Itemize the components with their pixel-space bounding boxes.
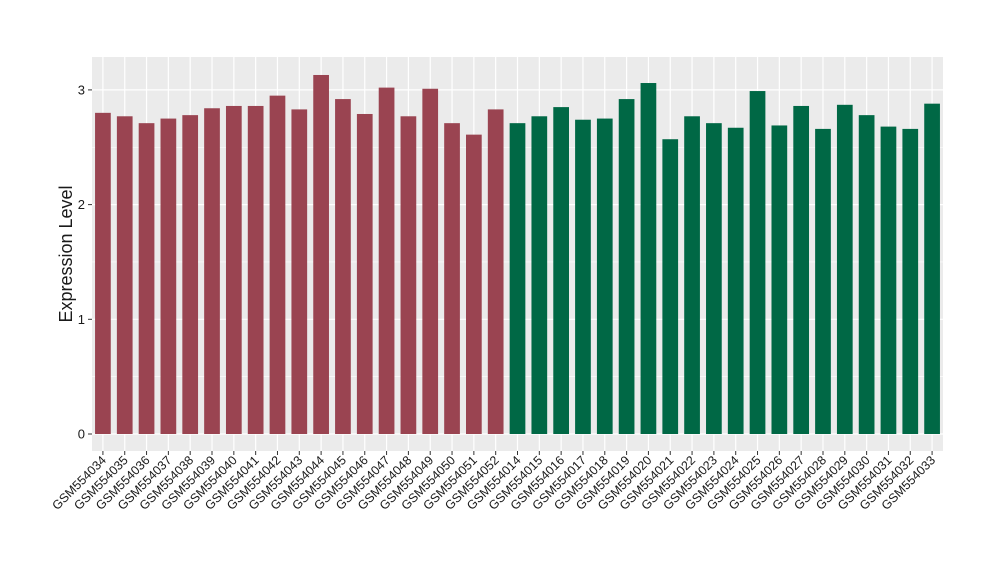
- bar-GSM554021: [662, 139, 679, 434]
- bar-GSM554019: [618, 99, 635, 435]
- bar-GSM554032: [902, 128, 919, 434]
- bar-GSM554025: [749, 91, 766, 434]
- bar-GSM554041: [247, 105, 264, 434]
- bar-GSM554031: [880, 126, 897, 434]
- y-tick-label: 3: [78, 82, 85, 97]
- bar-GSM554016: [553, 107, 569, 434]
- bars: [95, 74, 940, 435]
- bar-GSM554035: [116, 116, 133, 434]
- bar-GSM554037: [160, 118, 177, 434]
- y-axis-label: Expression Level: [56, 185, 76, 322]
- bar-GSM554015: [531, 116, 548, 434]
- bar-GSM554029: [836, 104, 853, 434]
- bar-GSM554014: [509, 123, 526, 435]
- bar-GSM554050: [444, 123, 460, 435]
- bar-GSM554040: [225, 105, 242, 434]
- bar-GSM554038: [182, 115, 199, 434]
- bar-GSM554018: [596, 118, 613, 434]
- bar-GSM554020: [640, 83, 657, 434]
- bar-GSM554030: [858, 115, 875, 434]
- y-tick-label: 2: [78, 197, 85, 212]
- bar-GSM554044: [313, 74, 329, 434]
- bar-GSM554033: [924, 103, 940, 434]
- bar-GSM554027: [793, 105, 810, 434]
- bar-GSM554024: [727, 127, 744, 434]
- bar-GSM554028: [815, 128, 831, 434]
- bar-GSM554022: [684, 116, 700, 434]
- bar-GSM554039: [204, 108, 220, 434]
- bar-GSM554048: [400, 116, 417, 434]
- y-tick-label: 1: [78, 312, 85, 327]
- bar-GSM554043: [291, 109, 308, 435]
- bar-GSM554026: [771, 125, 788, 434]
- bar-GSM554052: [487, 109, 504, 435]
- bar-GSM554023: [706, 123, 722, 435]
- bar-GSM554047: [378, 87, 395, 434]
- bar-GSM554046: [356, 113, 373, 434]
- y-axis: 0 1 2 3: [78, 82, 92, 442]
- bar-GSM554017: [575, 119, 591, 435]
- bar-GSM554036: [138, 123, 155, 435]
- y-tick-label: 0: [78, 427, 85, 442]
- bar-GSM554049: [422, 88, 439, 435]
- bar-GSM554034: [95, 112, 111, 434]
- bar-GSM554045: [335, 99, 351, 435]
- bar-GSM554051: [466, 134, 482, 434]
- x-axis: GSM554034GSM554035GSM554036GSM554037GSM5…: [50, 451, 938, 513]
- bar-GSM554042: [269, 95, 286, 434]
